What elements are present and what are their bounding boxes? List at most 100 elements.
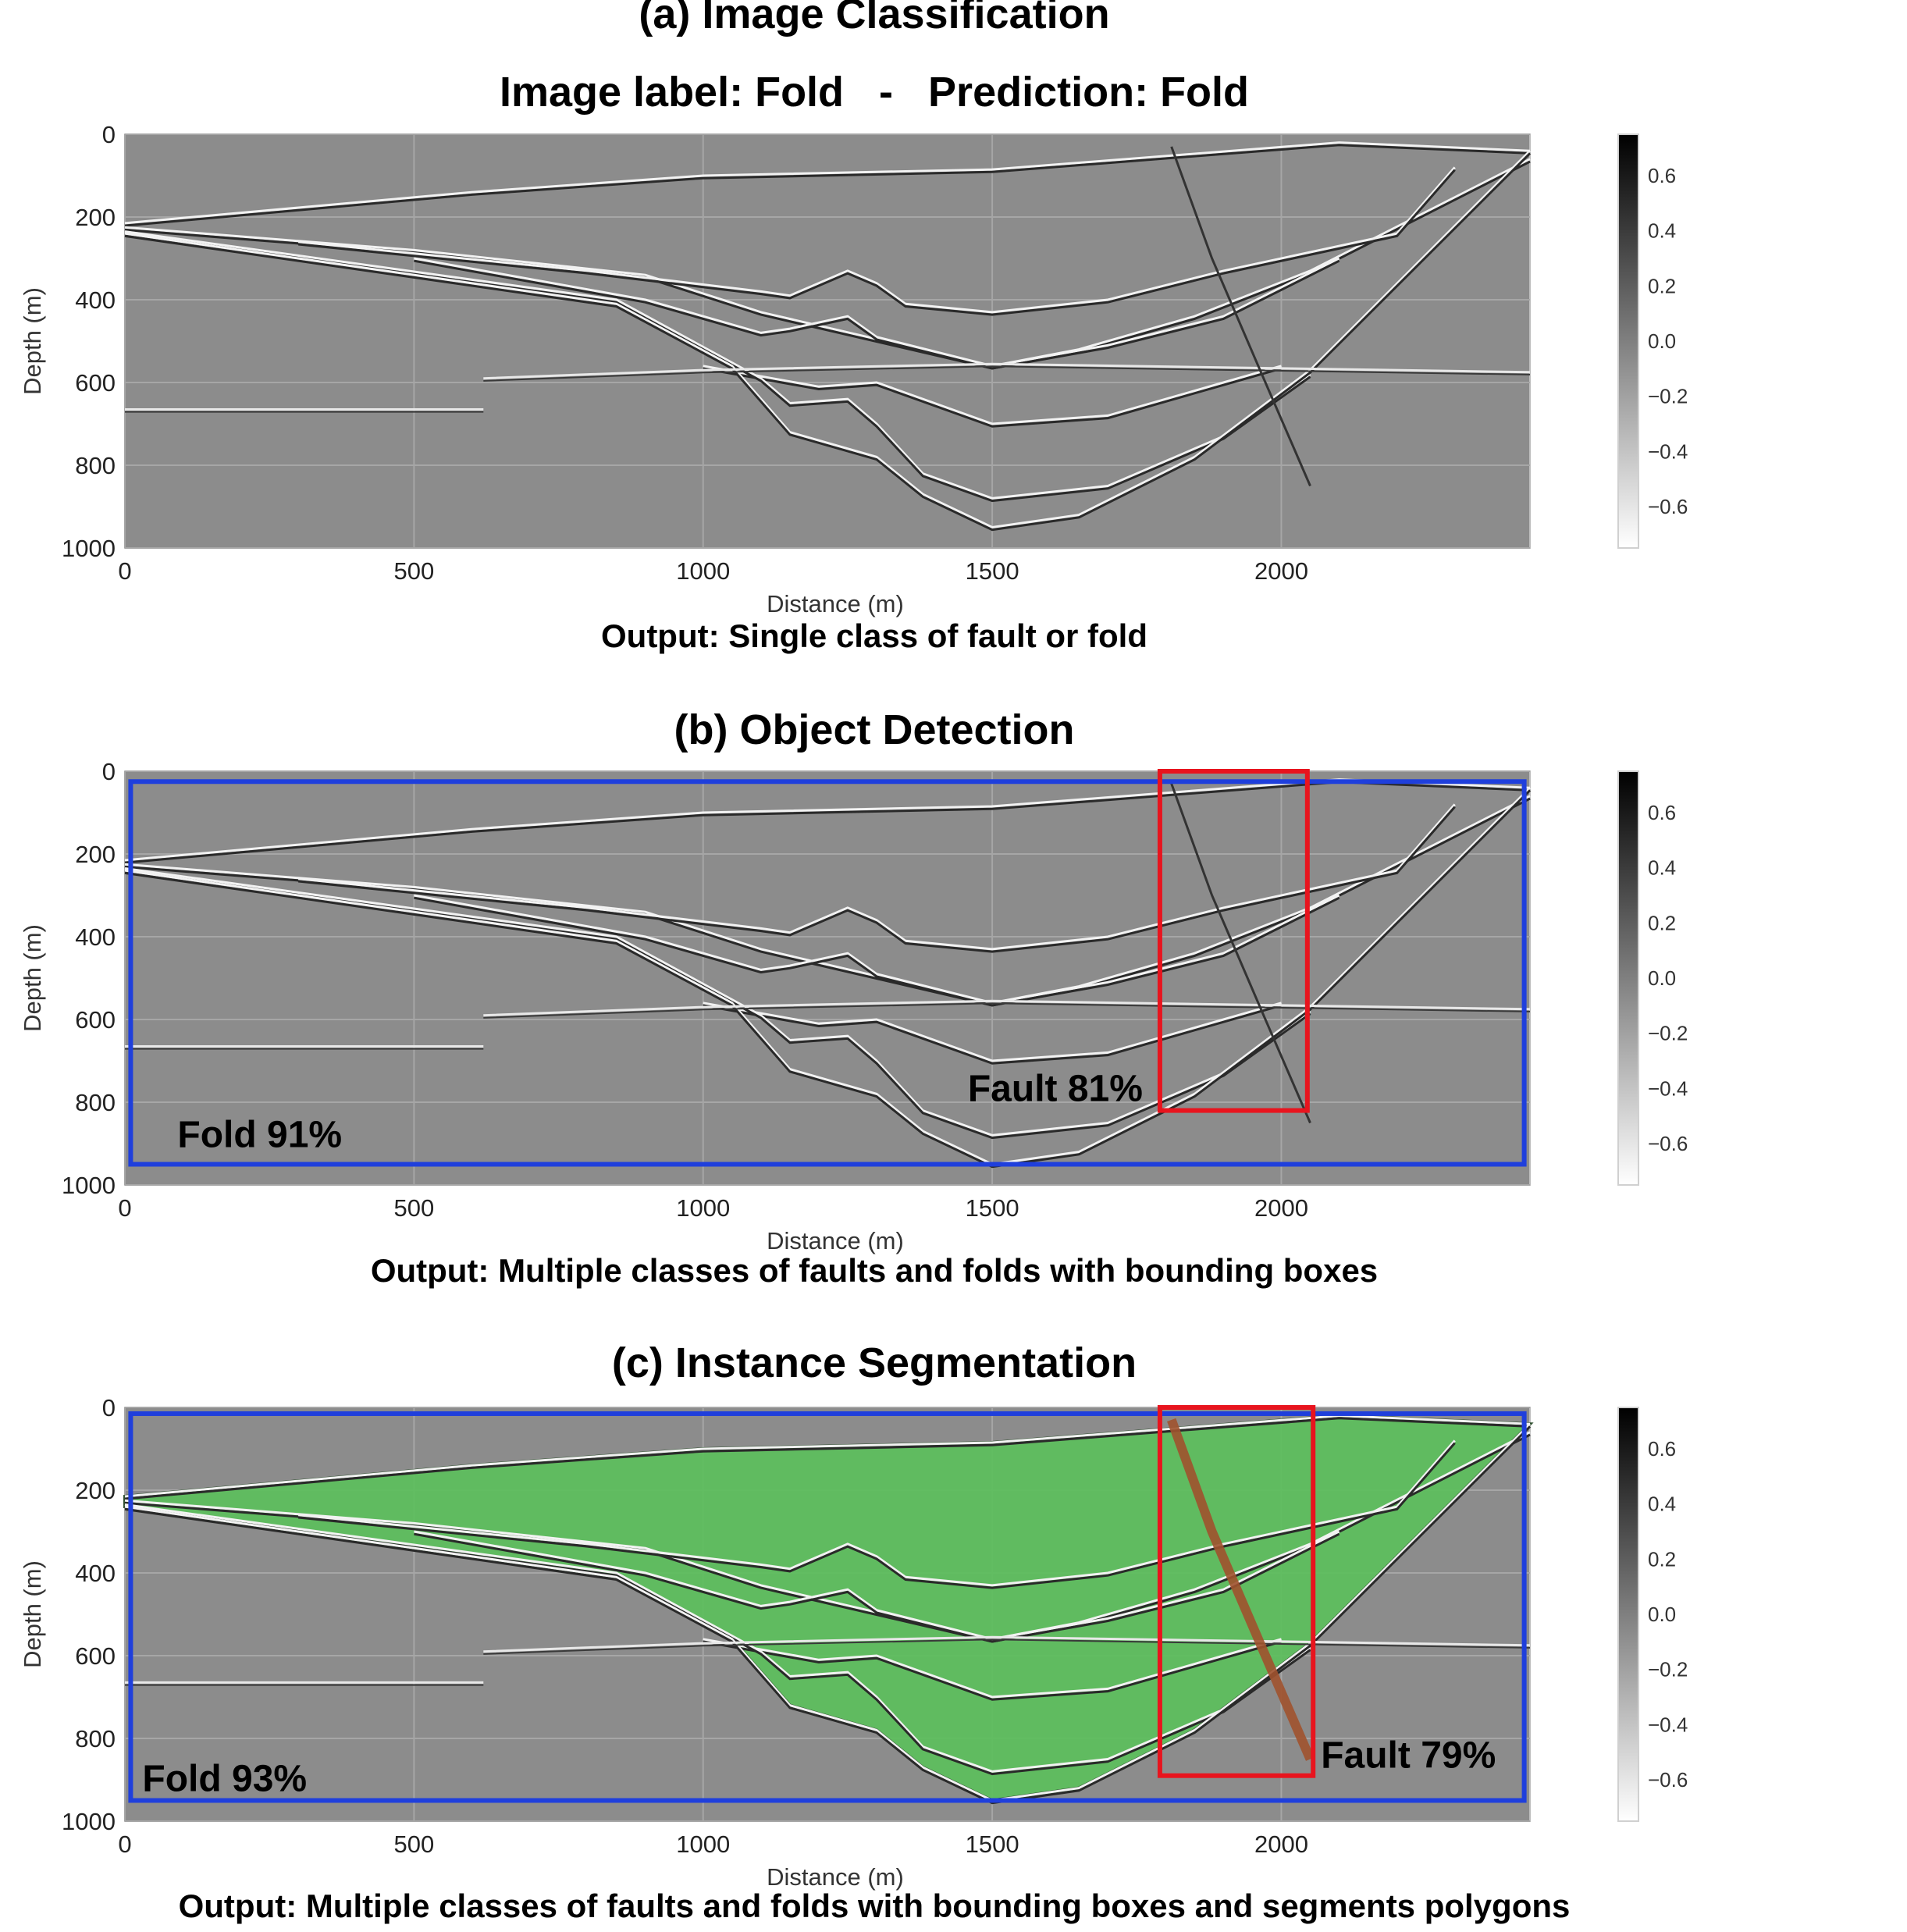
x-tick-label: 2000 xyxy=(1254,1831,1308,1858)
y-tick-label: 600 xyxy=(75,1642,116,1670)
horizon-reflector xyxy=(124,1423,1532,1802)
horizon-reflector xyxy=(703,1002,1282,1062)
colorbar xyxy=(1617,770,1639,1186)
colorbar-tick-label: −0.6 xyxy=(1648,1768,1688,1791)
fold-bounding-box xyxy=(128,779,1527,1167)
fold-detection-label: Fold 91% xyxy=(177,1115,342,1156)
x-tick-label: 0 xyxy=(118,557,131,585)
x-axis-label: Distance (m) xyxy=(767,1227,904,1254)
horizon-reflector-shadow xyxy=(414,259,1340,370)
seismic-panel-c: Fold 93% Fault 79% 0 500 1000 1500 2000 0 200 400… xyxy=(19,1394,1688,1891)
y-tick-label: 200 xyxy=(75,841,116,868)
flat-reflector xyxy=(483,999,1531,1017)
horizon-reflector xyxy=(298,1439,1456,1587)
y-axis-label: Depth (m) xyxy=(19,924,46,1032)
colorbar-tick-label: −0.4 xyxy=(1648,1076,1688,1100)
colorbar-tick-label: 0.2 xyxy=(1648,911,1676,934)
y-tick-label: 600 xyxy=(75,1006,116,1034)
panel-a-output: Output: Single class of fault or fold xyxy=(601,617,1147,654)
colorbar-tick-label: 0.6 xyxy=(1648,164,1676,187)
horizon-reflector-shadow xyxy=(124,1425,1532,1805)
colorbar-tick-label: 0.2 xyxy=(1648,1547,1676,1571)
horizon-reflector-shadow xyxy=(124,1417,1531,1500)
colorbar-tick-label: 0.4 xyxy=(1648,856,1676,880)
colorbar-tick-label: −0.6 xyxy=(1648,495,1688,518)
x-tick-label: 500 xyxy=(394,1194,435,1222)
horizon-reflector-shadow xyxy=(298,1442,1456,1589)
colorbar-tick-label: 0.4 xyxy=(1648,219,1676,243)
x-tick-label: 1500 xyxy=(966,557,1019,585)
x-tick-label: 1500 xyxy=(966,1831,1019,1858)
fault-detection-label: Fault 81% xyxy=(968,1069,1143,1110)
y-axis-label: Depth (m) xyxy=(19,287,46,395)
horizon-reflector xyxy=(124,1503,1311,1773)
x-tick-label: 0 xyxy=(118,1194,131,1222)
horizon-reflector xyxy=(414,257,1340,368)
y-tick-label: 200 xyxy=(75,204,116,231)
x-tick-label: 0 xyxy=(118,1831,131,1858)
colorbar-tick-label: 0.4 xyxy=(1648,1493,1676,1516)
horizon-reflector-shadow xyxy=(703,1004,1282,1065)
y-tick-label: 1000 xyxy=(62,1172,116,1199)
fault-segment-polygon xyxy=(1167,1418,1315,1761)
colorbar-tick-label: −0.2 xyxy=(1648,1658,1688,1681)
panel-b-output: Output: Multiple classes of faults and f… xyxy=(370,1252,1379,1289)
x-tick-label: 2000 xyxy=(1254,557,1308,585)
fault-trace xyxy=(1170,783,1311,1124)
y-tick-label: 0 xyxy=(102,758,116,785)
horizon-reflector xyxy=(703,1638,1282,1699)
y-tick-label: 200 xyxy=(75,1477,116,1504)
y-tick-label: 400 xyxy=(75,923,116,951)
horizon-reflector-shadow xyxy=(703,1640,1282,1701)
flat-reflector xyxy=(483,362,1531,380)
y-tick-label: 0 xyxy=(102,1394,116,1421)
horizon-reflector xyxy=(124,141,1531,225)
x-tick-label: 1000 xyxy=(676,557,730,585)
horizon-reflector-shadow xyxy=(298,806,1456,953)
y-tick-label: 800 xyxy=(75,1725,116,1752)
horizon-reflector-shadow xyxy=(124,789,1532,1169)
colorbar-tick-label: 0.2 xyxy=(1648,274,1676,297)
x-tick-label: 500 xyxy=(394,557,435,585)
y-tick-label: 400 xyxy=(75,1560,116,1587)
horizon-reflector-shadow xyxy=(703,367,1282,428)
colorbar-tick-label: −0.4 xyxy=(1648,1713,1688,1736)
x-tick-label: 1500 xyxy=(966,1194,1019,1222)
seismic-image xyxy=(124,133,1531,549)
fault-bounding-box xyxy=(1157,1405,1316,1778)
fault-trace xyxy=(1170,146,1311,487)
y-tick-label: 0 xyxy=(102,121,116,148)
panel-a-subtitle: Image label: Fold - Prediction: Fold xyxy=(499,69,1250,116)
horizon-reflector-shadow xyxy=(124,152,1532,532)
fault-bounding-box xyxy=(1157,769,1310,1113)
colorbar xyxy=(1617,1407,1639,1822)
colorbar-tick-label: 0.0 xyxy=(1648,966,1676,990)
y-tick-label: 400 xyxy=(75,286,116,314)
colorbar-tick-label: −0.2 xyxy=(1648,385,1688,408)
panel-c-output: Output: Multiple classes of faults and f… xyxy=(178,1888,1571,1924)
colorbar-tick-label: 0.6 xyxy=(1648,801,1676,824)
y-axis-label: Depth (m) xyxy=(19,1560,46,1668)
x-axis-label: Distance (m) xyxy=(767,1863,904,1891)
y-tick-label: 1000 xyxy=(62,535,116,562)
fault-detection-label: Fault 79% xyxy=(1321,1735,1496,1777)
seismic-panel-b: Fold 91% Fault 81% 0 500 1000 1500 2000 0 200 400… xyxy=(19,758,1688,1254)
colorbar xyxy=(1617,133,1639,549)
seismic-panel-a: 0 500 1000 1500 2000 0 200 400 600 800 1000 Distanc… xyxy=(19,121,1688,617)
horizon-reflector-shadow xyxy=(298,169,1456,316)
x-axis-label: Distance (m) xyxy=(767,590,904,617)
panel-b-title: (b) Object Detection xyxy=(674,706,1075,753)
y-tick-label: 600 xyxy=(75,369,116,397)
horizon-reflector xyxy=(298,166,1456,314)
x-tick-label: 1000 xyxy=(676,1831,730,1858)
colorbar-tick-label: −0.4 xyxy=(1648,439,1688,463)
horizon-reflector xyxy=(414,894,1340,1005)
colorbar-tick-label: 0.6 xyxy=(1648,1437,1676,1461)
y-tick-label: 800 xyxy=(75,1089,116,1116)
x-tick-label: 500 xyxy=(394,1831,435,1858)
horizon-reflector xyxy=(124,150,1532,529)
panel-c-title: (c) Instance Segmentation xyxy=(611,1340,1137,1386)
horizon-reflector-shadow xyxy=(124,144,1531,227)
horizon-reflector xyxy=(414,1530,1340,1641)
